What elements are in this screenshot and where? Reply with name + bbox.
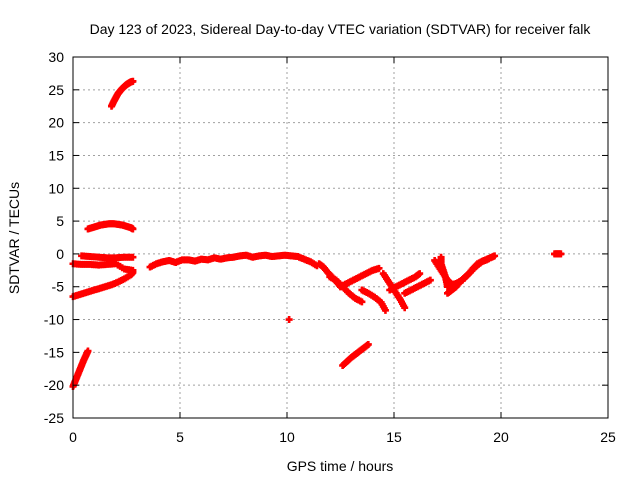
y-tick-label: 30 (48, 49, 64, 65)
data-point (84, 347, 92, 355)
series-11 (358, 286, 389, 314)
y-tick-label: 25 (48, 82, 64, 98)
data-point (416, 270, 424, 278)
series-13 (386, 270, 424, 294)
x-tick-label: 15 (386, 429, 402, 445)
series-1 (108, 77, 137, 110)
series-3 (78, 252, 137, 262)
x-tick-label: 20 (493, 429, 509, 445)
data-point (129, 77, 137, 85)
y-tick-label: 20 (48, 115, 64, 131)
y-tick-label: -5 (52, 279, 65, 295)
y-tick-label: -20 (44, 377, 64, 393)
series-7 (146, 251, 321, 271)
series-2 (84, 220, 137, 233)
plot-frame (72, 56, 609, 419)
data-point (426, 276, 434, 284)
y-tick-label: 5 (56, 213, 64, 229)
data-point (129, 268, 137, 276)
x-axis-label: GPS time / hours (287, 458, 394, 474)
series-10 (337, 264, 383, 291)
x-tick-label: 25 (600, 429, 616, 445)
data-point (375, 264, 383, 272)
data-point (381, 306, 389, 314)
series-18 (446, 255, 492, 289)
series-19 (339, 340, 372, 369)
y-tick-label: 0 (56, 246, 64, 262)
x-axis-ticks: 0 5 10 15 20 25 (69, 57, 616, 445)
series-12 (379, 270, 409, 312)
series-14 (401, 276, 434, 297)
series-5 (69, 268, 137, 301)
x-tick-label: 5 (176, 429, 184, 445)
data-point (491, 252, 499, 260)
data-points (69, 77, 565, 390)
series-21 (285, 316, 293, 324)
y-tick-label: -15 (44, 344, 64, 360)
data-point (484, 255, 492, 263)
x-tick-label: 0 (69, 429, 77, 445)
data-point (557, 250, 565, 258)
data-point (364, 340, 372, 348)
y-axis-ticks: -25 -20 -15 -10 -5 0 5 10 15 20 25 30 (44, 49, 608, 426)
series-4 (69, 260, 137, 274)
y-tick-label: 10 (48, 180, 64, 196)
grid-lines (73, 57, 608, 418)
data-point (358, 298, 366, 306)
x-tick-label: 10 (279, 429, 295, 445)
series-16 (437, 253, 451, 291)
series-20 (551, 250, 565, 258)
data-point (285, 316, 293, 324)
y-tick-label: 15 (48, 147, 64, 163)
y-tick-label: -10 (44, 312, 64, 328)
y-tick-label: -25 (44, 410, 64, 426)
data-point (401, 304, 409, 312)
chart-title: Day 123 of 2023, Sidereal Day-to-day VTE… (90, 21, 592, 37)
data-point (129, 253, 137, 261)
data-point (129, 225, 137, 233)
series-6 (69, 347, 92, 390)
y-axis-label: SDTVAR / TECUs (6, 182, 22, 294)
